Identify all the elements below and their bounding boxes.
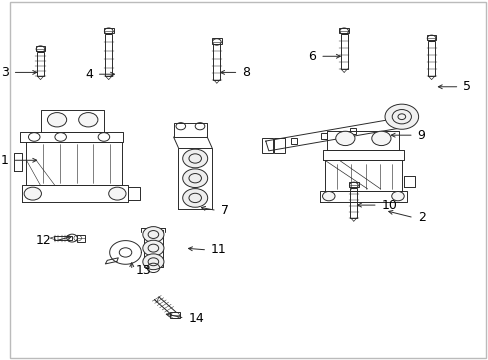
Circle shape xyxy=(335,131,354,145)
Bar xyxy=(105,34,112,76)
Text: 4: 4 xyxy=(85,68,93,81)
Bar xyxy=(320,133,326,139)
Bar xyxy=(339,28,348,33)
Circle shape xyxy=(322,192,334,201)
Text: 3: 3 xyxy=(1,66,9,79)
Bar xyxy=(213,44,220,80)
Bar xyxy=(350,128,356,134)
Bar xyxy=(54,236,72,240)
Circle shape xyxy=(183,189,207,207)
Bar xyxy=(262,138,272,153)
Bar xyxy=(274,138,285,153)
Bar xyxy=(348,182,358,187)
Text: 11: 11 xyxy=(211,243,226,256)
Bar xyxy=(427,41,434,76)
Text: 12: 12 xyxy=(35,234,51,247)
Circle shape xyxy=(183,149,207,168)
Bar xyxy=(37,51,44,76)
Text: 13: 13 xyxy=(135,264,151,277)
Bar xyxy=(170,312,180,318)
Circle shape xyxy=(142,254,163,270)
Text: 6: 6 xyxy=(308,50,316,63)
Text: 1: 1 xyxy=(1,154,9,167)
Bar xyxy=(212,39,221,44)
Bar xyxy=(350,188,356,218)
Circle shape xyxy=(183,169,207,188)
Text: 8: 8 xyxy=(242,66,250,79)
Bar xyxy=(426,35,435,40)
Bar xyxy=(291,138,297,144)
Circle shape xyxy=(79,113,98,127)
Circle shape xyxy=(371,131,390,145)
Text: 7: 7 xyxy=(220,204,228,217)
Text: 10: 10 xyxy=(381,199,397,212)
Circle shape xyxy=(142,226,163,242)
Bar xyxy=(103,28,113,33)
Circle shape xyxy=(384,104,418,129)
Text: 9: 9 xyxy=(417,129,425,142)
Text: 5: 5 xyxy=(462,80,470,93)
Text: 14: 14 xyxy=(188,311,204,325)
Circle shape xyxy=(391,192,404,201)
Circle shape xyxy=(47,113,66,127)
Bar xyxy=(77,234,85,242)
Bar xyxy=(340,34,347,69)
Circle shape xyxy=(108,187,126,200)
Text: 2: 2 xyxy=(417,211,425,224)
Bar xyxy=(36,45,45,51)
Circle shape xyxy=(24,187,41,200)
Circle shape xyxy=(142,240,163,256)
